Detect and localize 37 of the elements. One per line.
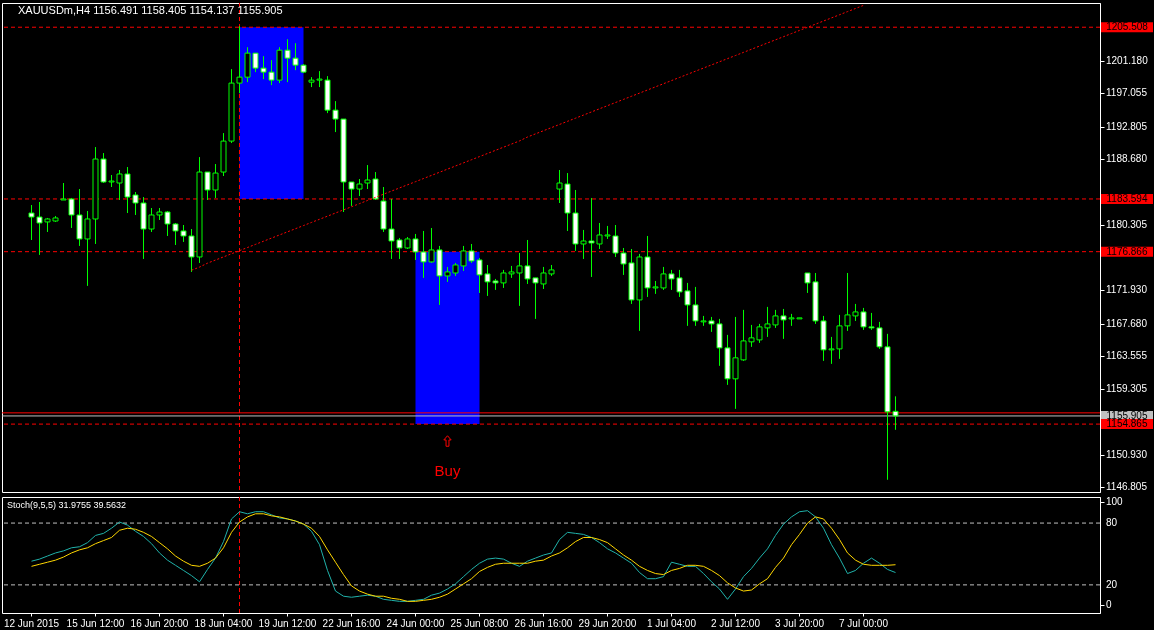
y-tick-label: 1150.930 (1106, 448, 1148, 460)
chart-title: Stoch(9,5,5) 31.9755 39.5632 (7, 500, 127, 510)
y-tick-label: 80 (1106, 517, 1118, 529)
ref-line-label: 1176.866 (1106, 245, 1148, 257)
y-tick-label: 1188.680 (1106, 153, 1148, 165)
x-tick-label: 19 Jun 12:00 (258, 617, 317, 629)
y-tick-label: 1159.305 (1106, 383, 1148, 395)
y-tick-label: 1192.805 (1106, 120, 1148, 132)
x-tick-label: 22 Jun 16:00 (322, 617, 381, 629)
y-tick-label: 100 (1106, 496, 1124, 508)
x-tick-label: 16 Jun 20:00 (130, 617, 189, 629)
x-tick-label: 26 Jun 16:00 (514, 617, 573, 629)
x-tick-label: 1 Jul 04:00 (647, 617, 697, 629)
y-tick-label: 1163.555 (1106, 350, 1148, 361)
chart-title: XAUUSDm,H4 1156.491 1158.405 1154.137 1155.905 (18, 4, 283, 16)
x-tick-label: 18 Jun 04:00 (194, 617, 253, 629)
y-tick-label: 1201.180 (1106, 55, 1149, 67)
y-tick-label: 1167.680 (1106, 317, 1148, 329)
ref-line-label: 1205.508 (1106, 21, 1149, 33)
x-tick-label: 29 Jun 20:00 (578, 617, 637, 629)
ref-line-label: 1154.865 (1106, 418, 1148, 430)
x-tick-label: 12 Jun 2015 (3, 617, 60, 629)
x-tick-label: 15 Jun 12:00 (66, 617, 125, 629)
y-tick-label: 1146.805 (1106, 481, 1148, 493)
y-tick-label: 1180.305 (1106, 218, 1148, 230)
x-tick-label: 2 Jul 12:00 (711, 617, 761, 629)
ref-line-label: 1155.905 (1106, 409, 1148, 421)
annotation: Buy (434, 462, 461, 479)
x-tick-label: 25 Jun 08:00 (450, 617, 509, 629)
y-tick-label: 1171.930 (1106, 284, 1148, 296)
x-tick-label: 3 Jul 20:00 (775, 617, 825, 629)
y-tick-label: 0 (1106, 599, 1112, 611)
x-tick-label: 7 Jul 00:00 (839, 617, 889, 629)
ref-line-label: 1183.594 (1106, 192, 1148, 204)
x-tick-label: 24 Jun 00:00 (386, 617, 445, 629)
y-tick-label: 1197.055 (1106, 87, 1148, 99)
y-tick-label: 20 (1106, 578, 1118, 590)
